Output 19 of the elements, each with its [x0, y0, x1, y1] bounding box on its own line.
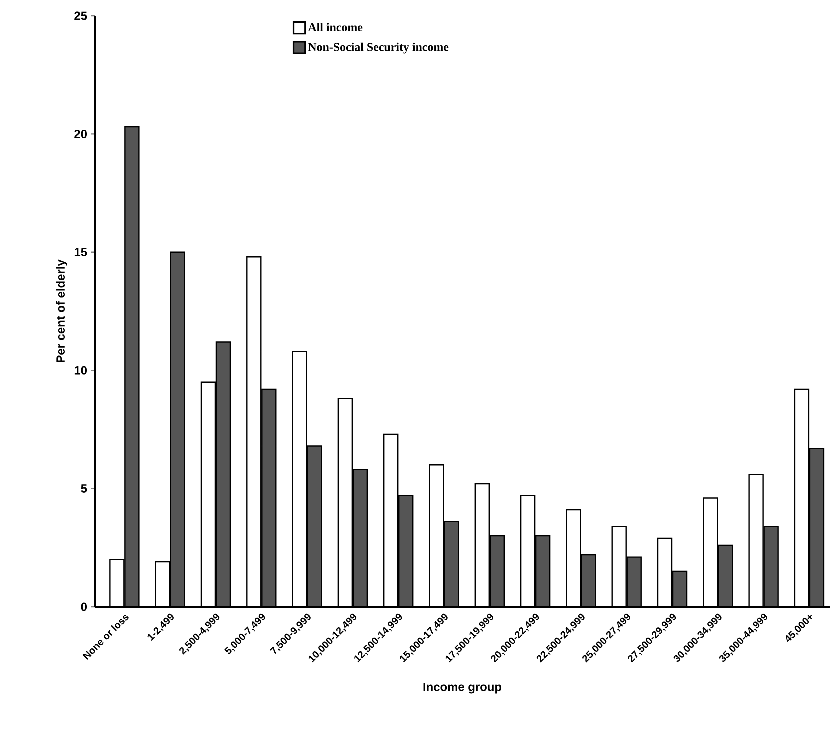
y-tick-label: 5 [81, 484, 88, 493]
y-tick-label: 0 [81, 602, 88, 612]
bar [535, 535, 551, 607]
y-axis-title: Per cent of elderly [56, 260, 68, 363]
bar [672, 570, 688, 607]
y-tick-label: 20 [74, 130, 88, 138]
bar [626, 556, 642, 607]
bar [490, 535, 506, 607]
legend-label: Non-Social Security income [308, 42, 449, 54]
bar [398, 495, 414, 607]
y-tick-label: 25 [74, 12, 88, 20]
y-tick-label: 10 [74, 366, 88, 375]
bar [809, 448, 825, 607]
legend-label: All income [308, 23, 363, 32]
bar [262, 388, 277, 607]
y-tick-label: 15 [74, 248, 88, 257]
bar [352, 469, 368, 607]
bar [216, 342, 232, 607]
x-axis-title: Income group [424, 682, 502, 694]
